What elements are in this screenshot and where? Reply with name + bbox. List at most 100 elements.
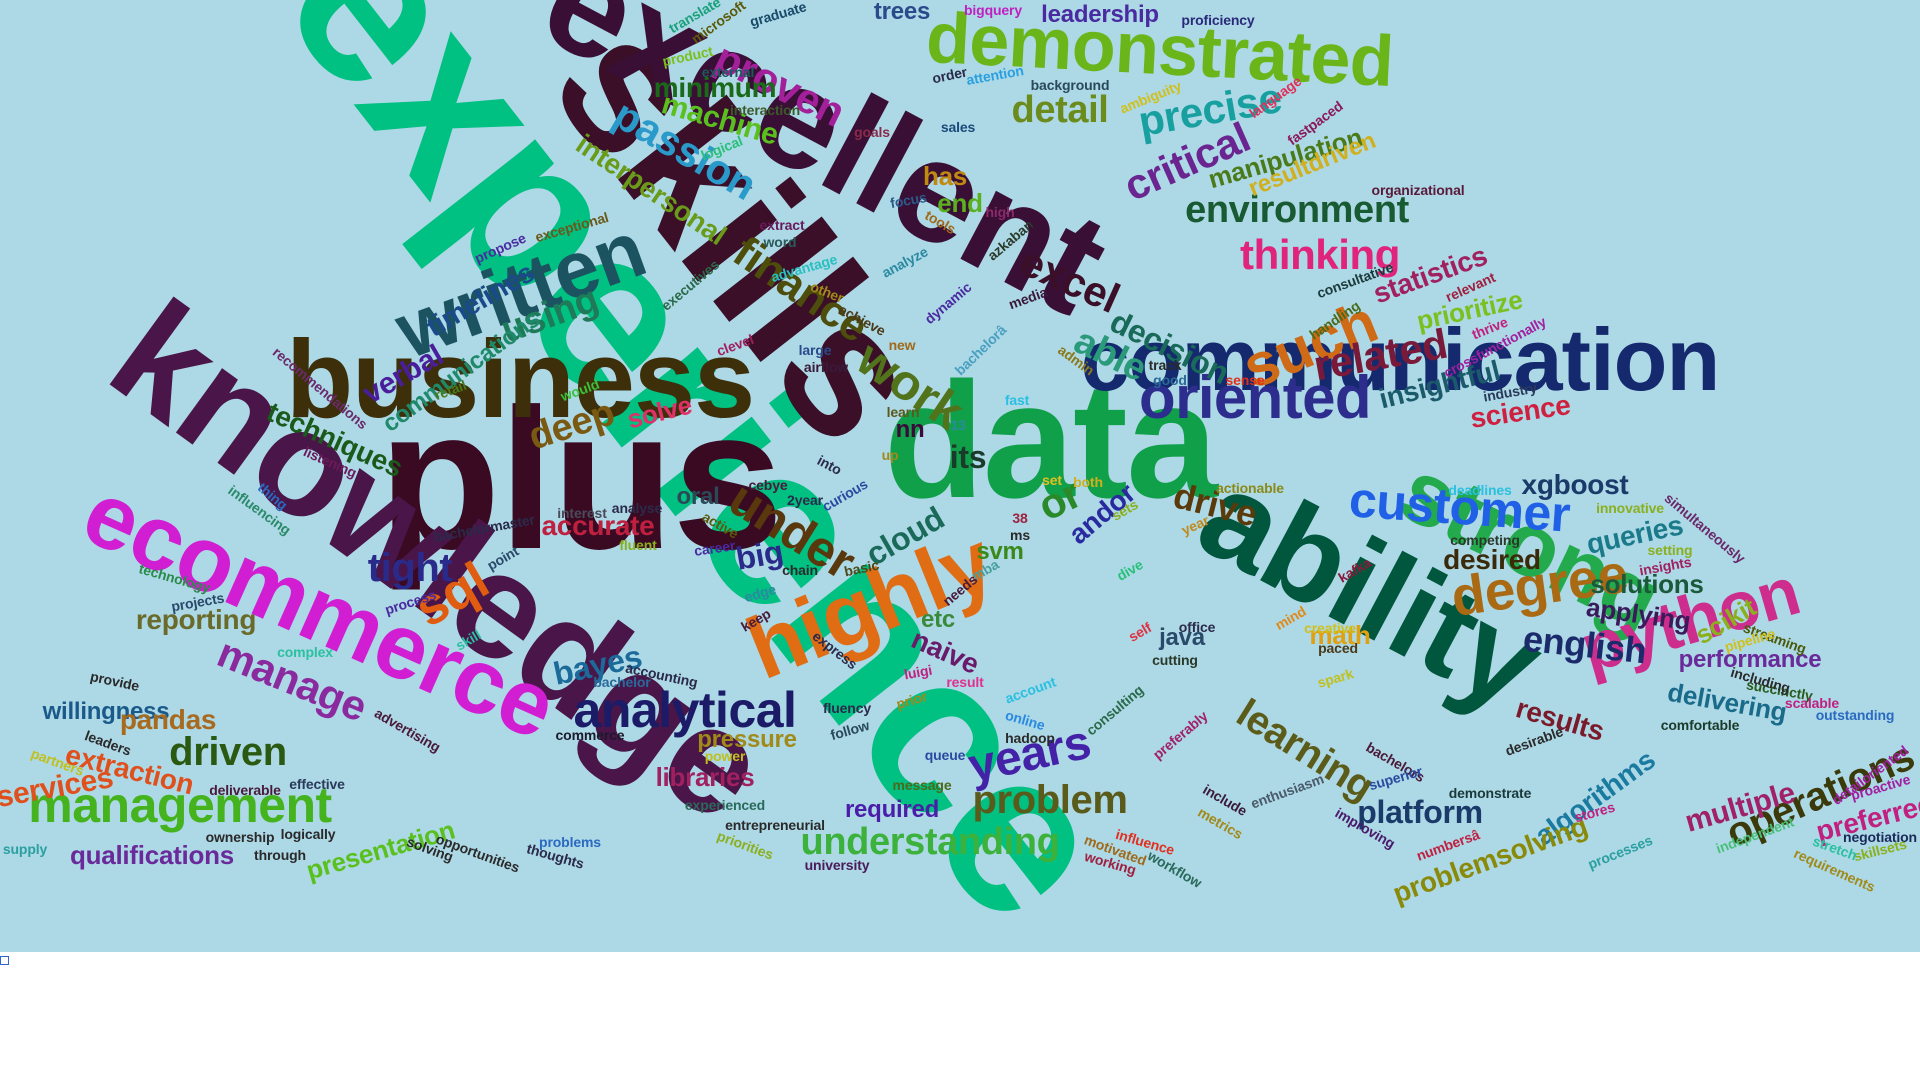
- word-business: business: [285, 318, 755, 441]
- word-proficiency: proficiency: [1181, 12, 1255, 28]
- word-set: set: [1042, 472, 1062, 488]
- word-outstanding: outstanding: [1815, 707, 1895, 723]
- word-platform: platform: [1357, 794, 1483, 830]
- word-pandas: pandas: [119, 704, 217, 735]
- word-sales: sales: [940, 119, 976, 135]
- word-priorities: priorities: [714, 827, 776, 863]
- word-problem: problem: [972, 778, 1128, 822]
- word-both: both: [1073, 474, 1103, 490]
- word-background: background: [1030, 77, 1110, 93]
- word-fast: fast: [1004, 392, 1030, 408]
- word-setting: setting: [1647, 542, 1693, 558]
- word-experienced: experienced: [684, 797, 766, 813]
- checkbox[interactable]: [0, 956, 9, 965]
- word-organizational: organizational: [1371, 182, 1465, 198]
- word-management: management: [28, 777, 332, 833]
- word-performance: performance: [1678, 646, 1822, 673]
- word-innovative: innovative: [1596, 500, 1664, 516]
- word-solutions: solutions: [1590, 569, 1704, 599]
- word-analytical: analytical: [573, 682, 797, 738]
- word-dive: dive: [1114, 556, 1146, 584]
- word-pressure: pressure: [697, 726, 797, 753]
- word-qualifications: qualifications: [70, 840, 234, 870]
- word-chain: chain: [782, 562, 818, 578]
- word-consulting: consulting: [1083, 681, 1147, 739]
- word-result: result: [946, 674, 984, 690]
- word-ms: ms: [1010, 527, 1030, 543]
- word-goals: goals: [854, 124, 890, 140]
- word-good: good: [1153, 372, 1187, 388]
- word-environment: environment: [1185, 189, 1409, 231]
- word-university: university: [804, 857, 870, 873]
- word-fluency: fluency: [822, 700, 872, 716]
- word-high: high: [985, 204, 1015, 220]
- word-detail: detail: [1011, 89, 1109, 131]
- word-ownership: ownership: [205, 829, 275, 845]
- word-track: track: [1148, 357, 1182, 373]
- word-willingness: willingness: [42, 698, 170, 725]
- word-interest: interest: [557, 505, 607, 521]
- word-etc: etc: [921, 606, 955, 633]
- word-logically: logically: [280, 826, 336, 842]
- word-xgboost: xgboost: [1521, 469, 1629, 500]
- word-end: end: [937, 188, 983, 218]
- word-airflow: airflow: [803, 359, 849, 375]
- word-enthusiasm: enthusiasm: [1248, 770, 1326, 812]
- word-sense: sense: [1225, 372, 1265, 388]
- word-entrepreneurial: entrepreneurial: [725, 817, 825, 833]
- word-effective: effective: [289, 776, 345, 792]
- word-demonstrate: demonstrate: [1448, 785, 1532, 801]
- word-processes: processes: [1585, 831, 1655, 873]
- word-actionable: actionable: [1216, 480, 1284, 496]
- word-required: required: [844, 796, 940, 823]
- word-bigquery: bigquery: [964, 2, 1022, 18]
- word-its: its: [949, 439, 987, 475]
- word-reporting: reporting: [135, 604, 257, 635]
- word-message: message: [892, 777, 952, 793]
- word-desirable: desirable: [1502, 723, 1566, 759]
- word-interaction: interaction: [729, 102, 801, 118]
- word-workflow: workflow: [1145, 847, 1205, 891]
- word-svm: svm: [976, 538, 1024, 565]
- word-cutting: cutting: [1152, 652, 1198, 668]
- word-38: 38: [1012, 510, 1028, 526]
- word-through: through: [254, 847, 306, 863]
- word-oriented: oriented: [1139, 364, 1371, 431]
- word-extract: extract: [759, 217, 805, 233]
- word-math: math: [1309, 620, 1371, 650]
- word-word: word: [763, 234, 797, 250]
- word-java: java: [1159, 624, 1205, 651]
- word-understanding: understanding: [800, 821, 1060, 863]
- word-office: office: [1178, 619, 1216, 635]
- word-commerce: commerce: [555, 727, 625, 743]
- word-scalable: scalable: [1784, 695, 1840, 711]
- word-2year: 2year: [787, 492, 823, 508]
- word-large: large: [798, 342, 832, 358]
- word-problems: problems: [539, 834, 601, 850]
- word-creative: creative: [1304, 620, 1356, 636]
- blank-area: [0, 952, 1920, 1080]
- word-up: up: [881, 447, 899, 463]
- word-competing: competing: [1450, 532, 1520, 548]
- word-thinking: thinking: [1240, 231, 1400, 278]
- word-spark: spark: [1315, 665, 1355, 691]
- word-plus: plus: [378, 368, 783, 591]
- word-negotiation: negotiation: [1843, 829, 1917, 845]
- word-big: big: [733, 533, 787, 577]
- word-complex: complex: [277, 644, 333, 660]
- word-cebye: cebye: [748, 477, 788, 493]
- word-trees: trees: [873, 0, 931, 25]
- word-power: power: [704, 748, 746, 764]
- word-hadoop: hadoop: [1005, 730, 1055, 746]
- word-self: self: [1125, 619, 1155, 645]
- word-deadlines: deadlines: [1448, 482, 1512, 498]
- word-has: has: [922, 161, 968, 191]
- word-analyse: analyse: [611, 500, 663, 516]
- word-learn: learn: [886, 404, 920, 420]
- word-accurate: accurate: [541, 510, 655, 541]
- word-external: external: [701, 64, 755, 80]
- word-new: new: [888, 337, 916, 353]
- word-deliverable: deliverable: [209, 782, 281, 798]
- word-tight: tight: [367, 546, 453, 590]
- word-cloud: experience skills excellent plus knowledge da…: [0, 0, 1920, 952]
